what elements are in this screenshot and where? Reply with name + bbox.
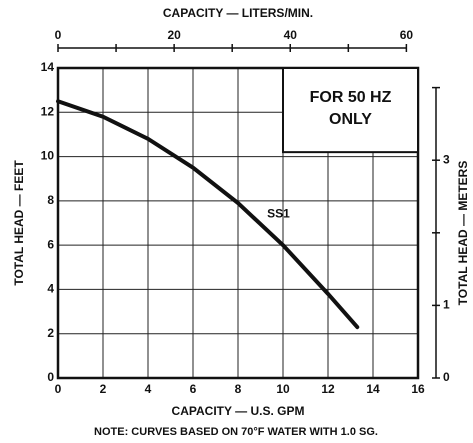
x-tick-label: 6 — [190, 382, 197, 396]
y-axis-title: TOTAL HEAD — FEET — [12, 160, 26, 286]
x-tick-label: 12 — [321, 382, 335, 396]
x2-tick-label: 60 — [400, 28, 414, 42]
x-tick-label: 16 — [411, 382, 425, 396]
note: NOTE: CURVES BASED ON 70°F WATER WITH 1.… — [94, 426, 378, 438]
y2-axis-title: TOTAL HEAD — METERS — [456, 161, 470, 306]
y-tick-label: 8 — [47, 193, 54, 207]
x-tick-label: 2 — [100, 382, 107, 396]
annotation: ONLY — [329, 111, 372, 128]
x-tick-label: 14 — [366, 382, 380, 396]
x-tick-label: 8 — [235, 382, 242, 396]
y2-tick-label: 1 — [443, 298, 450, 312]
y-tick-label: 4 — [47, 282, 54, 296]
annotation: FOR 50 HZ — [310, 89, 392, 106]
annotation-box — [282, 67, 419, 154]
y-tick-label: 6 — [47, 237, 54, 251]
y2-tick-label: 3 — [443, 152, 450, 166]
series-label: SS1 — [267, 206, 290, 220]
x-tick-label: 4 — [145, 382, 152, 396]
x2-tick-label: 0 — [55, 28, 62, 42]
x2-tick-label: 40 — [284, 28, 298, 42]
y-tick-label: 12 — [41, 104, 55, 118]
x-tick-label: 0 — [55, 382, 62, 396]
curve — [56, 99, 360, 330]
y-tick-label: 10 — [41, 149, 55, 163]
y-tick-label: 14 — [41, 60, 55, 74]
top-axis-title: CAPACITY — LITERS/MIN. — [163, 6, 313, 20]
x-tick-label: 10 — [276, 382, 290, 396]
plot-frame — [56, 66, 420, 380]
x-axis-title: CAPACITY — U.S. GPM — [172, 404, 305, 418]
y-tick-label: 2 — [47, 326, 54, 340]
y2-tick-label: 0 — [443, 370, 450, 384]
x2-tick-label: 20 — [167, 28, 181, 42]
y-tick-label: 0 — [47, 370, 54, 384]
